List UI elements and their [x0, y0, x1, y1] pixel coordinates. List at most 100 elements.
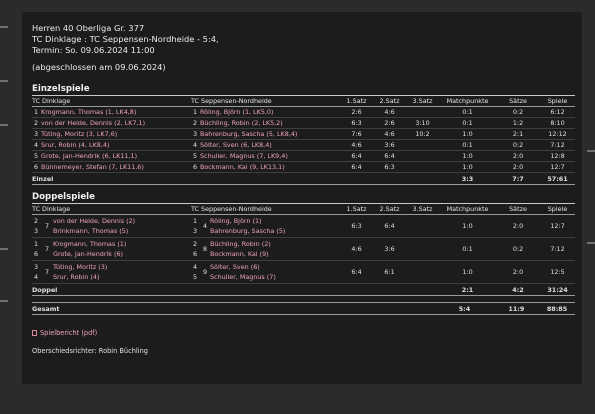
home-ranks-line: 2: [34, 217, 39, 225]
home-pair-players: von der Heide, Dennis (2) Brinkmann, Thom…: [53, 214, 191, 238]
doubles-summary-mp: 2:1: [439, 283, 497, 296]
matchpoints: 0:1: [439, 237, 497, 261]
saetze: 0:2: [496, 139, 541, 151]
col-matchpoints: Matchpunkte: [439, 204, 497, 215]
report-pdf-label[interactable]: Spielbericht (pdf): [40, 329, 98, 337]
col-saetze: Sätze: [496, 204, 541, 215]
away-pair-players-line[interactable]: Sölter, Sven (6): [210, 263, 260, 271]
home-pair-number: 7: [41, 237, 53, 261]
spiele: 8:10: [540, 117, 576, 129]
home-pair-players-line[interactable]: von der Heide, Dennis (2): [53, 217, 136, 225]
set1-score: 4:6: [340, 237, 374, 261]
home-player-link[interactable]: Grote, Jan-Hendrik (6, LK11,1): [41, 150, 191, 162]
away-pair-players: Büchling, Robin (2) Bockmann, Kai (9): [210, 237, 341, 261]
referee-text: Oberschiedsrichter: Robin Büchling: [32, 347, 148, 355]
home-pair-players-line[interactable]: Krogmann, Thomas (1): [53, 240, 127, 248]
spiele: 12:8: [540, 150, 576, 162]
home-ranks-line: 4: [34, 273, 39, 281]
singles-summary-label: Einzel: [32, 172, 440, 185]
col-set1: 1.Satz: [340, 96, 374, 107]
doubles-row: 3 4 7 Tüting, Moritz (3) Srur, Robin (4) 4 5 9 S…: [32, 260, 576, 284]
col-home: TC Dinklage: [32, 204, 191, 215]
edge-mark: [0, 124, 8, 126]
away-pair-players: Sölter, Sven (6) Schuller, Magnus (7): [210, 260, 341, 284]
edge-mark: [0, 248, 8, 250]
saetze: 2:0: [496, 161, 541, 173]
set2-score: 6:4: [373, 150, 407, 162]
away-player-link[interactable]: Röling, Björn (1, LK5,0): [200, 106, 341, 118]
away-ranks-line: 4: [193, 263, 198, 271]
col-saetze: Sätze: [496, 96, 541, 107]
matchpoints: 0:1: [439, 106, 497, 118]
away-ranks-line: 2: [193, 240, 198, 248]
doubles-header-row: TC Dinklage TC Seppensen-Nordheide 1.Sat…: [32, 204, 576, 215]
away-player-link[interactable]: Büchling, Robin (2, LK5,2): [200, 117, 341, 129]
set2-score: 4:6: [373, 128, 407, 140]
home-player-link[interactable]: Tüting, Moritz (3, LK7,6): [41, 128, 191, 140]
home-player-link[interactable]: Bünnemeyer, Stefan (7, LK11,6): [41, 161, 191, 173]
total-table: Gesamt 5:4 11:9 88:85: [32, 302, 575, 315]
singles-row: 6 Bünnemeyer, Stefan (7, LK11,6) 6 Bockmann…: [32, 161, 576, 173]
col-set3: 3.Satz: [406, 204, 440, 215]
set3-score: 10:2: [406, 128, 440, 140]
away-rank: 4: [191, 139, 200, 151]
doubles-section: Doppelspiele TC Dinklage TC Seppensen-No…: [32, 192, 576, 296]
home-pair-players-line[interactable]: Brinkmann, Thomas (5): [53, 227, 129, 235]
saetze: 2:1: [496, 128, 541, 140]
away-pair-players-line[interactable]: Bockmann, Kai (9): [210, 250, 269, 258]
singles-summary-mp: 3:3: [439, 172, 497, 185]
set1-score: 6:3: [340, 214, 374, 238]
home-ranks-line: 3: [34, 263, 39, 271]
set1-score: 2:6: [340, 106, 374, 118]
saetze: 2:0: [496, 150, 541, 162]
doubles-row: 2 3 7 von der Heide, Dennis (2) Brinkmann, T…: [32, 214, 576, 238]
home-pair-players: Tüting, Moritz (3) Srur, Robin (4): [53, 260, 191, 284]
saetze: 0:2: [496, 237, 541, 261]
report-pdf-link[interactable]: Spielbericht (pdf): [32, 329, 575, 337]
away-ranks-line: 1: [193, 217, 198, 225]
set2-score: 3:6: [373, 139, 407, 151]
spiele: 7:12: [540, 139, 576, 151]
doubles-summary-spiele: 31:24: [540, 283, 576, 296]
home-pair-players-line[interactable]: Grote, Jan-Hendrik (6): [53, 250, 124, 258]
league-title: Herren 40 Oberliga Gr. 377: [32, 23, 145, 33]
set1-score: 7:6: [340, 128, 374, 140]
edge-mark: [0, 80, 8, 82]
away-rank: 2: [191, 117, 200, 129]
set3-score: [406, 150, 440, 162]
away-player-link[interactable]: Bockmann, Kai (9, LK13,1): [200, 161, 341, 173]
away-pair-players-line[interactable]: Büchling, Robin (2): [210, 240, 271, 248]
away-pair-players-line[interactable]: Schuller, Magnus (7): [210, 273, 276, 281]
home-rank: 4: [32, 139, 41, 151]
set1-score: 6:4: [340, 150, 374, 162]
set2-score: 2:6: [373, 117, 407, 129]
away-player-link[interactable]: Sölter, Sven (6, LK8,4): [200, 139, 341, 151]
match-report-panel: Herren 40 Oberliga Gr. 377 TC Dinklage :…: [22, 12, 582, 384]
home-rank: 6: [32, 161, 41, 173]
away-rank: 3: [191, 128, 200, 140]
away-player-link[interactable]: Schuller, Magnus (7, LK9,4): [200, 150, 341, 162]
home-player-link[interactable]: Krogmann, Thomas (1, LK4,8): [41, 106, 191, 118]
set3-score: [406, 214, 440, 238]
set3-score: [406, 106, 440, 118]
singles-table: TC Dinklage TC Seppensen-Nordheide 1.Sat…: [32, 96, 576, 185]
home-pair-players-line[interactable]: Tüting, Moritz (3): [53, 263, 108, 271]
saetze: 1:2: [496, 117, 541, 129]
home-pair-players-line[interactable]: Srur, Robin (4): [53, 273, 100, 281]
singles-summary-saetze: 7:7: [496, 172, 541, 185]
col-away: TC Seppensen-Nordheide: [191, 96, 341, 107]
home-player-link[interactable]: Srur, Robin (4, LK8,4): [41, 139, 191, 151]
spiele: 12:7: [540, 214, 576, 238]
set3-score: [406, 237, 440, 261]
away-pair-players-line[interactable]: Röling, Björn (1): [210, 217, 262, 225]
away-pair-players-line[interactable]: Bahrenburg, Sascha (5): [210, 227, 286, 235]
set2-score: 3:6: [373, 237, 407, 261]
home-ranks-line: 6: [34, 250, 39, 258]
home-player-link[interactable]: von der Heide, Dennis (2, LK7,1): [41, 117, 191, 129]
away-player-link[interactable]: Bahrenburg, Sascha (5, LK8,4): [200, 128, 341, 140]
matchpoints: 1:0: [439, 214, 497, 238]
home-rank: 1: [32, 106, 41, 118]
